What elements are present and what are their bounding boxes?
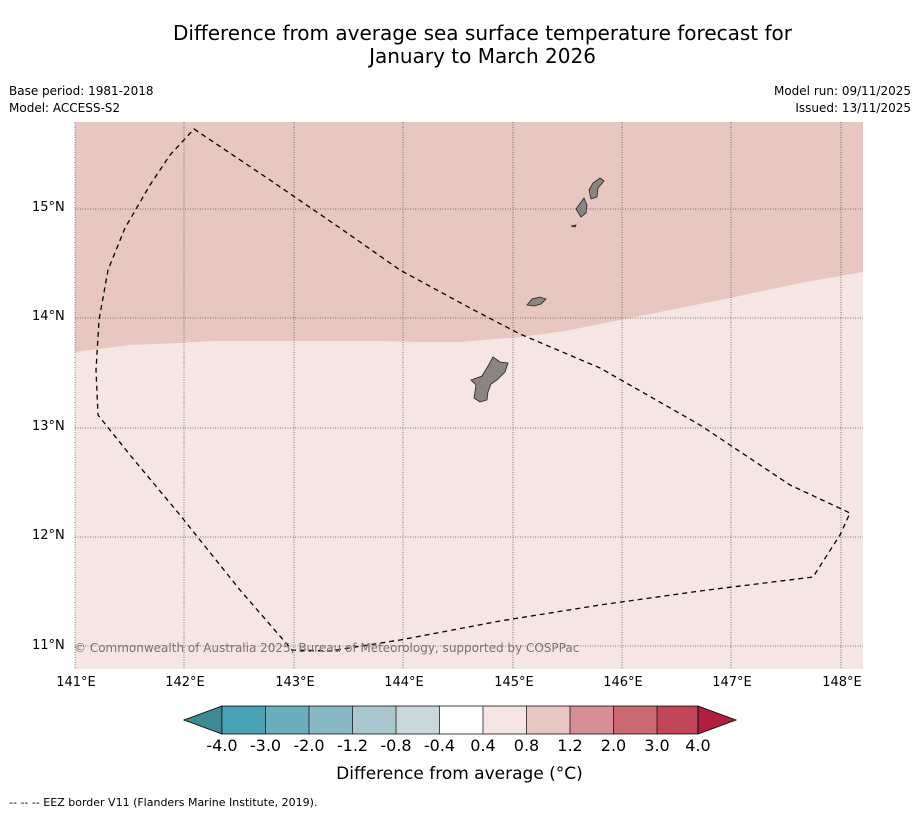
- colorbar-swatch: [613, 706, 657, 734]
- eez-border: [95, 128, 851, 652]
- lat-label-11n: 11°N: [32, 638, 65, 653]
- colorbar-swatch: [396, 706, 440, 734]
- model-run-date: Model run: 09/11/2025: [773, 84, 911, 98]
- colorbar-swatch: [526, 706, 570, 734]
- model-info: Base period: 1981-2018 Model: ACCESS-S2: [9, 83, 154, 117]
- colorbar-under-arrow: [182, 705, 223, 735]
- issued-date: Issued: 13/11/2025: [795, 101, 911, 115]
- lat-label-14n: 14°N: [32, 309, 65, 324]
- colorbar-swatch: [222, 706, 266, 734]
- lon-label-145e: 145°E: [494, 675, 534, 690]
- title-line-1: Difference from average sea surface temp…: [172, 21, 792, 45]
- colorbar-dividers: [221, 705, 699, 735]
- colorbar-tick: -0.4: [423, 736, 456, 755]
- colorbar-swatch: [439, 706, 483, 734]
- graticule: [74, 122, 863, 669]
- colorbar-tick: -2.0: [293, 736, 325, 755]
- aguijan-island: [570, 224, 577, 228]
- lat-label-12n: 12°N: [32, 528, 65, 543]
- islands: [470, 177, 605, 403]
- lat-label-15n: 15°N: [32, 200, 65, 215]
- lon-label-143e: 143°E: [275, 675, 315, 690]
- colorbar-swatch: [352, 706, 396, 734]
- lon-label-141e: 141°E: [56, 675, 96, 690]
- colorbar-swatch: [657, 706, 698, 734]
- map-title: Difference from average sea surface temp…: [70, 22, 895, 68]
- colorbar-tick: -0.8: [380, 736, 412, 755]
- run-info: Model run: 09/11/2025 Issued: 13/11/2025: [774, 83, 911, 117]
- lon-label-144e: 144°E: [384, 675, 424, 690]
- colorbar-tick: 4.0: [685, 736, 711, 755]
- copyright-notice: © Commonwealth of Australia 2025, Bureau…: [74, 641, 580, 655]
- rota-island: [526, 296, 547, 307]
- eez-legend-note: -- -- -- EEZ border V11 (Flanders Marine…: [9, 796, 318, 809]
- title-line-2: January to March 2026: [369, 44, 596, 68]
- lat-label-13n: 13°N: [32, 419, 65, 434]
- colorbar-tick: 2.0: [600, 736, 627, 755]
- colorbar-title: Difference from average (°C): [336, 764, 583, 784]
- lon-label-147e: 147°E: [712, 675, 752, 690]
- base-period: Base period: 1981-2018: [9, 84, 154, 98]
- lon-label-148e: 148°E: [822, 675, 862, 690]
- guam-island: [470, 356, 509, 403]
- saipan-island: [588, 177, 605, 200]
- colorbar-tick: 3.0: [644, 736, 670, 755]
- colorbar-tick: 1.2: [557, 736, 583, 755]
- colorbar-tick: -3.0: [249, 736, 282, 755]
- tinian-island: [575, 197, 588, 218]
- colorbar-tick: 0.4: [470, 736, 496, 755]
- colorbar-tick: 0.8: [513, 736, 540, 755]
- colorbar-swatch: [265, 706, 309, 734]
- lon-label-142e: 142°E: [165, 675, 205, 690]
- colorbar-swatch: [570, 706, 614, 734]
- colorbar-tick: -4.0: [206, 736, 238, 755]
- anomaly-region-upper: [75, 122, 863, 352]
- colorbar-over-arrow: [697, 705, 738, 735]
- lon-label-146e: 146°E: [603, 675, 643, 690]
- colorbar-swatch: [309, 706, 353, 734]
- model-name: Model: ACCESS-S2: [9, 101, 121, 115]
- colorbar-tick: -1.2: [336, 736, 369, 755]
- colorbar-swatch: [483, 706, 527, 734]
